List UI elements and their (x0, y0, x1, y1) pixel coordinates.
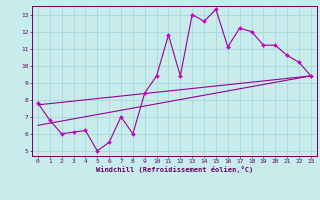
X-axis label: Windchill (Refroidissement éolien,°C): Windchill (Refroidissement éolien,°C) (96, 166, 253, 173)
